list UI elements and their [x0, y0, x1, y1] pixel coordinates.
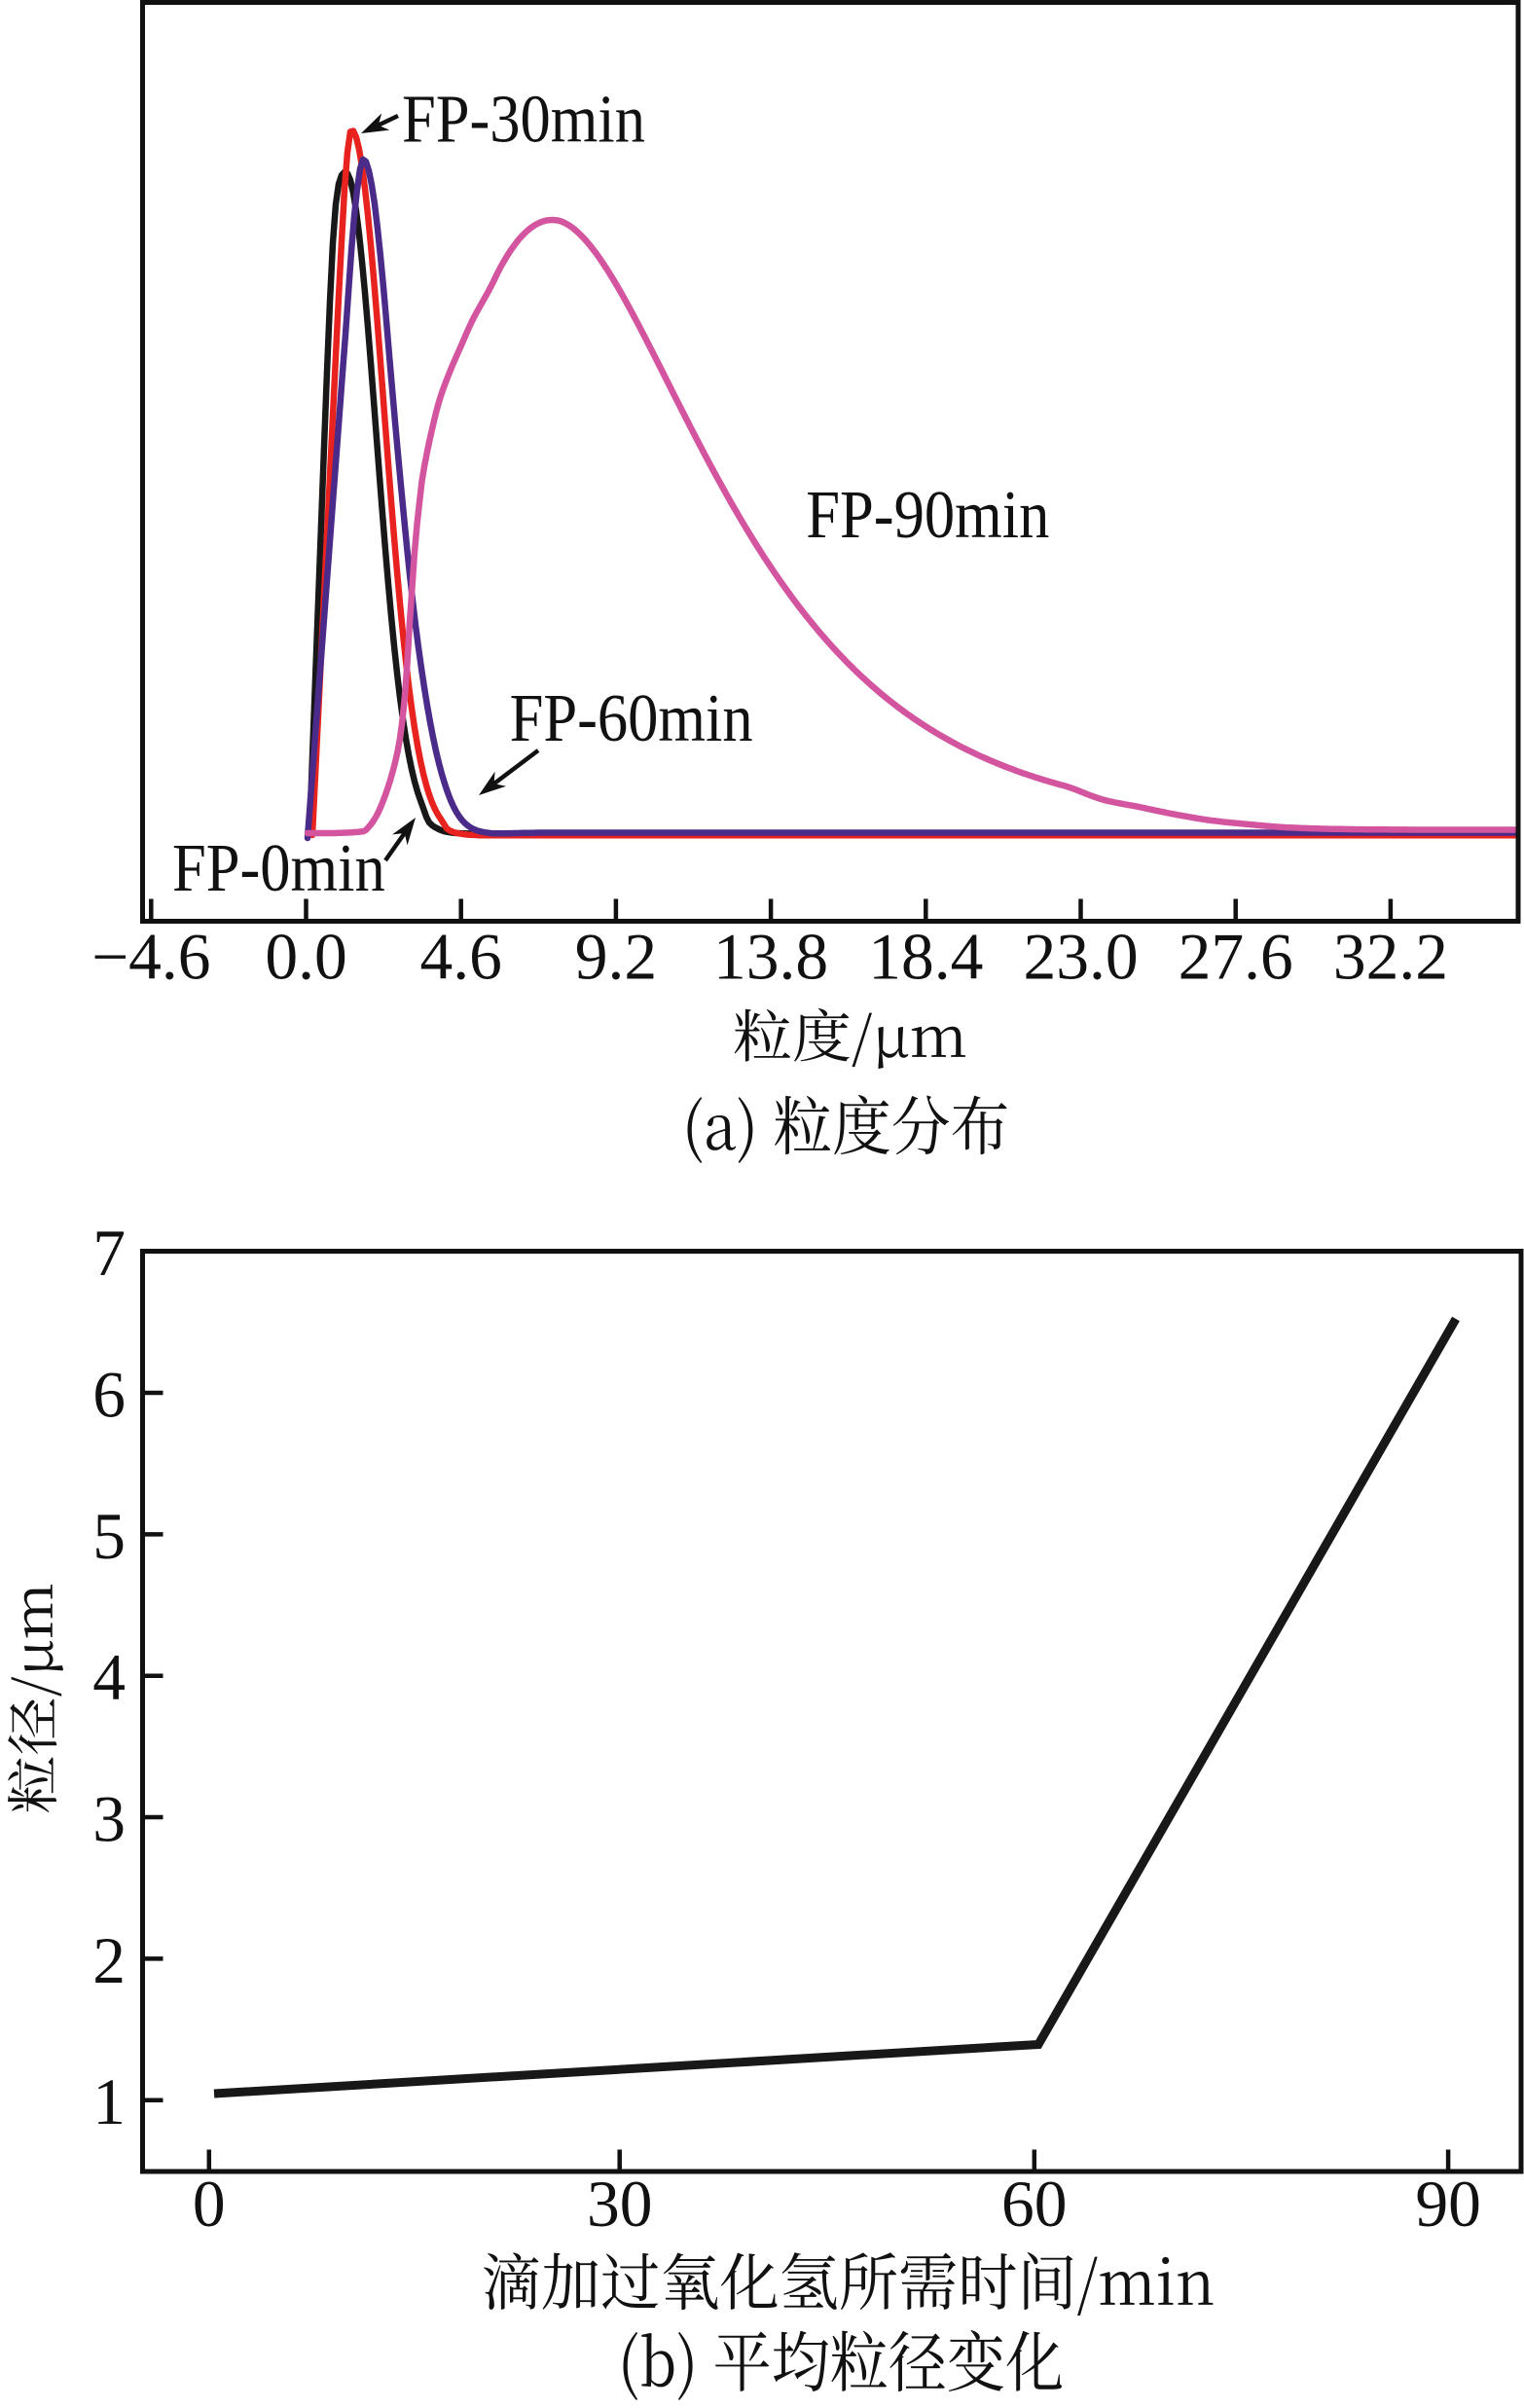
svg-text:5: 5	[92, 1500, 126, 1573]
svg-text:0: 0	[193, 2168, 226, 2241]
svg-text:30: 30	[587, 2168, 653, 2241]
svg-text:FP-90min: FP-90min	[806, 478, 1049, 553]
svg-text:4: 4	[92, 1641, 126, 1714]
svg-text:7: 7	[92, 1217, 126, 1290]
svg-text:−4.6: −4.6	[91, 921, 210, 994]
svg-text:9.2: 9.2	[575, 921, 657, 994]
svg-text:32.2: 32.2	[1333, 921, 1448, 994]
svg-text:13.8: 13.8	[713, 921, 828, 994]
svg-text:27.6: 27.6	[1179, 921, 1293, 994]
svg-text:FP-60min: FP-60min	[510, 681, 753, 756]
svg-text:60: 60	[1001, 2168, 1068, 2241]
svg-text:23.0: 23.0	[1023, 921, 1138, 994]
svg-text:1: 1	[92, 2065, 126, 2138]
svg-text:3: 3	[92, 1783, 126, 1856]
svg-text:4.6: 4.6	[420, 921, 502, 994]
svg-text:0.0: 0.0	[265, 921, 346, 994]
svg-text:2: 2	[92, 1924, 126, 1997]
svg-text:6: 6	[92, 1359, 126, 1432]
svg-text:90: 90	[1415, 2168, 1481, 2241]
svg-text:FP-0min: FP-0min	[172, 831, 385, 906]
svg-text:18.4: 18.4	[868, 921, 983, 994]
svg-text:FP-30min: FP-30min	[402, 83, 645, 158]
